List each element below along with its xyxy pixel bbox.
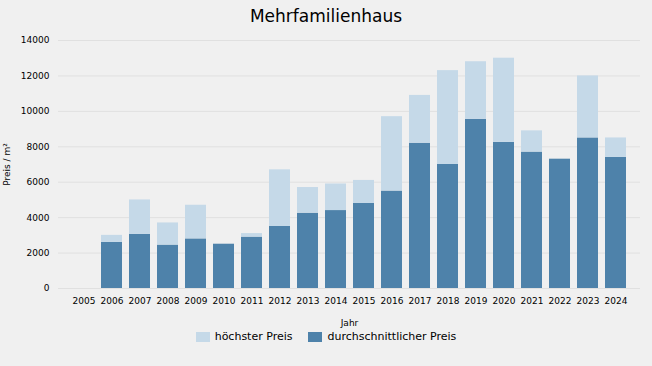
svg-text:2016: 2016 [381,296,404,306]
svg-text:2023: 2023 [577,296,600,306]
svg-text:2021: 2021 [521,296,544,306]
svg-text:2014: 2014 [325,296,348,306]
svg-text:2011: 2011 [241,296,264,306]
svg-text:2013: 2013 [297,296,320,306]
html-text:durchschnittlicher Preis: durchschnittlicher Preis [327,330,457,343]
html-text:höchster Preis: höchster Preis [214,330,293,343]
svg-text:Jahr: Jahr [340,318,359,328]
svg-text:2010: 2010 [213,296,236,306]
svg-text:2020: 2020 [493,296,516,306]
svg-text:2017: 2017 [409,296,432,306]
svg-text:Preis / m²: Preis / m² [2,143,12,186]
svg-text:2024: 2024 [605,296,628,306]
svg-text:14000: 14000 [21,35,50,45]
svg-text:2000: 2000 [27,248,50,258]
svg-text:2019: 2019 [465,296,488,306]
svg-text:2018: 2018 [437,296,460,306]
svg-text:12000: 12000 [21,71,50,81]
svg-text:2012: 2012 [269,296,292,306]
svg-text:2015: 2015 [353,296,376,306]
svg-text:4000: 4000 [27,213,50,223]
svg-text:8000: 8000 [27,142,50,152]
svg-text:6000: 6000 [27,177,50,187]
svg-text:2007: 2007 [129,296,152,306]
svg-text:0: 0 [44,283,50,293]
svg-text:2009: 2009 [185,296,208,306]
html-text:Mehrfamilienhaus: Mehrfamilienhaus [250,6,402,26]
svg-text:2022: 2022 [549,296,572,306]
svg-text:10000: 10000 [21,106,50,116]
svg-text:2005: 2005 [73,296,96,306]
svg-text:2008: 2008 [157,296,180,306]
svg-text:2006: 2006 [101,296,124,306]
